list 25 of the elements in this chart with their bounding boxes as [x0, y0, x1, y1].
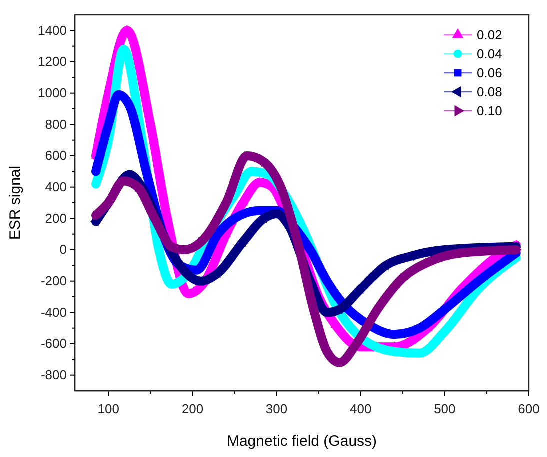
legend-label: 0.02 [477, 28, 502, 43]
y-tick-label: 600 [45, 148, 67, 164]
x-tick-label: 200 [182, 401, 204, 416]
x-tick-label: 500 [434, 401, 456, 416]
y-tick-label: 0 [60, 242, 67, 258]
x-tick-label: 100 [98, 401, 120, 416]
x-tick-label: 400 [350, 401, 372, 416]
y-tick-label: -200 [40, 273, 67, 288]
y-axis-title: ESR signal [7, 166, 24, 240]
legend-label: 0.10 [477, 104, 502, 119]
y-tick-label: 1000 [38, 85, 67, 100]
legend-label: 0.06 [477, 66, 502, 81]
x-axis-title: Magnetic field (Gauss) [226, 433, 378, 450]
y-tick-label: -600 [40, 336, 67, 352]
legend-label: 0.04 [477, 46, 502, 62]
y-tick-label: 1200 [38, 54, 67, 70]
x-tick-label: 600 [518, 401, 540, 416]
y-tick-label: 400 [45, 179, 67, 194]
y-tick-label: 1400 [38, 22, 67, 38]
y-tick-label: -800 [40, 367, 67, 382]
y-tick-label: -400 [40, 304, 67, 320]
legend-label: 0.08 [477, 84, 502, 100]
y-tick-label: 200 [45, 210, 67, 226]
x-tick-label: 300 [266, 401, 288, 416]
y-tick-label: 800 [45, 116, 67, 132]
